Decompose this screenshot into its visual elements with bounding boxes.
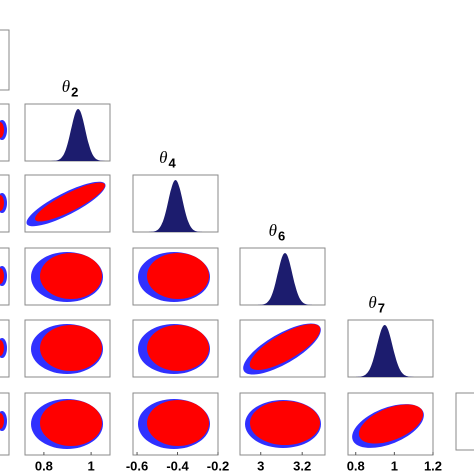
title-index: 6	[278, 228, 285, 243]
scatter-cloud	[147, 253, 209, 299]
title-symbol: θ	[368, 293, 376, 312]
scatter-cloud	[0, 340, 4, 356]
x-tick-label: 1.2	[424, 458, 442, 473]
title-index: 4	[169, 155, 177, 170]
title-index: 7	[378, 300, 385, 315]
scatter-cloud	[0, 268, 4, 284]
scatter-cloud	[35, 182, 105, 222]
title-symbol: θ	[269, 221, 277, 240]
histogram	[133, 180, 218, 232]
histogram	[240, 253, 325, 305]
scatter-cloud	[250, 401, 320, 445]
title-symbol: θ	[62, 77, 70, 96]
scatter-cloud	[40, 253, 102, 299]
scatter-cloud	[0, 413, 4, 429]
scatter-cloud	[0, 195, 4, 211]
title-symbol: θ	[159, 148, 167, 167]
x-tick-label: 1	[87, 458, 94, 473]
scatter-cloud	[358, 404, 424, 444]
x-tick-label: 3.2	[293, 458, 311, 473]
scatter-cloud	[249, 324, 321, 370]
scatter-cloud	[40, 325, 102, 371]
x-tick-label: -0.2	[207, 458, 229, 473]
x-tick-label: 0.8	[35, 458, 53, 473]
scatter-cloud	[0, 122, 4, 138]
x-tick-label: -0.6	[126, 458, 148, 473]
layout	[0, 29, 474, 456]
x-tick-label: -0.4	[166, 458, 189, 473]
histogram	[25, 109, 110, 161]
panel-frame	[0, 29, 10, 91]
histogram	[348, 325, 433, 377]
title-index: 2	[71, 84, 78, 99]
x-tick-label: 3	[257, 458, 264, 473]
x-tick-label: 1	[391, 458, 398, 473]
scatter-cloud	[40, 400, 102, 446]
x-tick-label: 0.8	[347, 458, 365, 473]
scatter-cloud	[147, 400, 209, 446]
panel-frame	[455, 392, 474, 451]
scatter-cloud	[147, 325, 209, 371]
